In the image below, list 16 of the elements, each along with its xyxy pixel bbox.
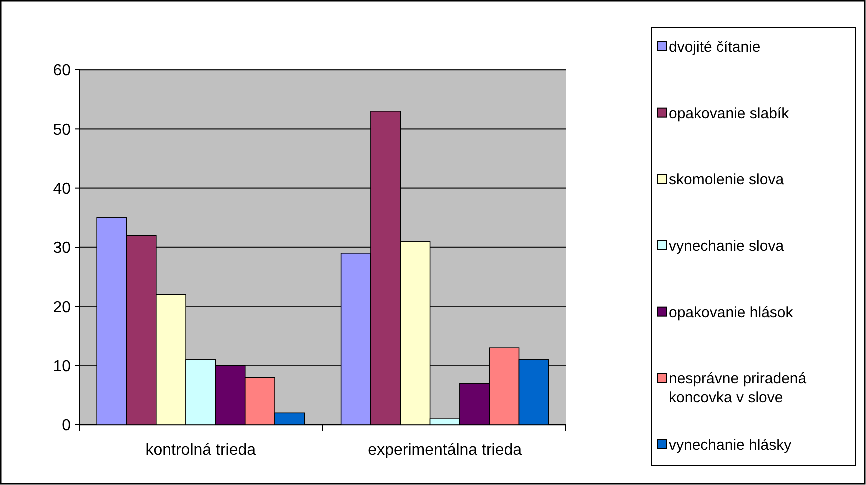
x-tick-label: experimentálna trieda xyxy=(368,442,522,459)
x-tick-label: kontrolná trieda xyxy=(146,442,256,459)
y-tick-label: 30 xyxy=(53,240,72,258)
y-tick-label: 20 xyxy=(53,299,72,316)
legend-label: dvojité čítanie xyxy=(669,39,761,56)
legend-label: vynechanie slova xyxy=(669,238,785,255)
legend-label: opakovanie slabík xyxy=(669,105,790,122)
y-tick-label: 0 xyxy=(62,418,72,435)
y-tick-label: 10 xyxy=(53,358,72,376)
legend-label: nesprávne priradená koncovka v slove xyxy=(669,370,808,407)
y-tick-label: 60 xyxy=(53,62,72,80)
legend-label: skomolenie slova xyxy=(669,172,785,189)
legend-label: opakovanie hlások xyxy=(669,304,794,322)
y-tick-label: 50 xyxy=(53,122,72,139)
legend-label: vynechanie hlásky xyxy=(669,437,792,454)
y-tick-label: 40 xyxy=(53,180,72,198)
